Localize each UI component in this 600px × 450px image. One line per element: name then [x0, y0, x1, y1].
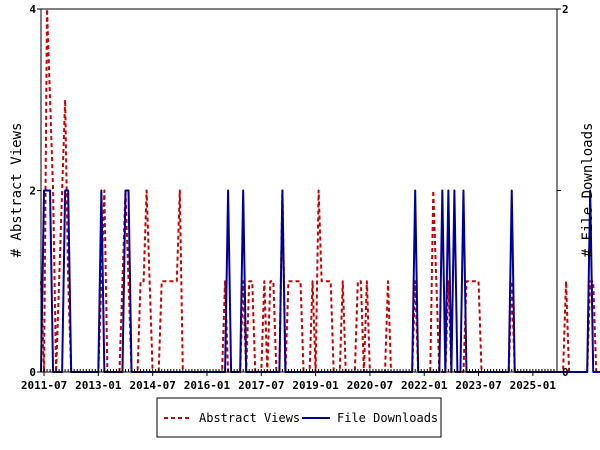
x-tick-label: 2014-07 [129, 379, 175, 392]
x-tick-label: 2022-01 [401, 379, 448, 392]
x-tick-label: 2013-01 [75, 379, 122, 392]
x-tick-label: 2017-07 [238, 379, 284, 392]
x-tick-label: 2025-01 [510, 379, 557, 392]
legend-label-abstract-views: Abstract Views [199, 411, 300, 425]
legend-box [156, 397, 442, 438]
y-left-tick-label: 4 [29, 3, 36, 16]
x-tick-label: 2011-07 [21, 379, 67, 392]
right-axis-title: # File Downloads [580, 123, 596, 258]
y-right-tick-label: 2 [562, 3, 569, 16]
x-tick-label: 2016-01 [184, 379, 231, 392]
x-tick-label: 2023-07 [455, 379, 501, 392]
y-left-tick-label: 2 [29, 185, 36, 198]
x-tick-label: 2020-07 [347, 379, 393, 392]
x-tick-label: 2019-01 [292, 379, 339, 392]
left-axis-title: # Abstract Views [9, 123, 25, 258]
y-right-tick-label: 0 [562, 366, 569, 379]
legend: Abstract Views File Downloads [156, 397, 442, 438]
legend-label-file-downloads: File Downloads [337, 411, 438, 425]
y-left-tick-label: 0 [29, 366, 36, 379]
